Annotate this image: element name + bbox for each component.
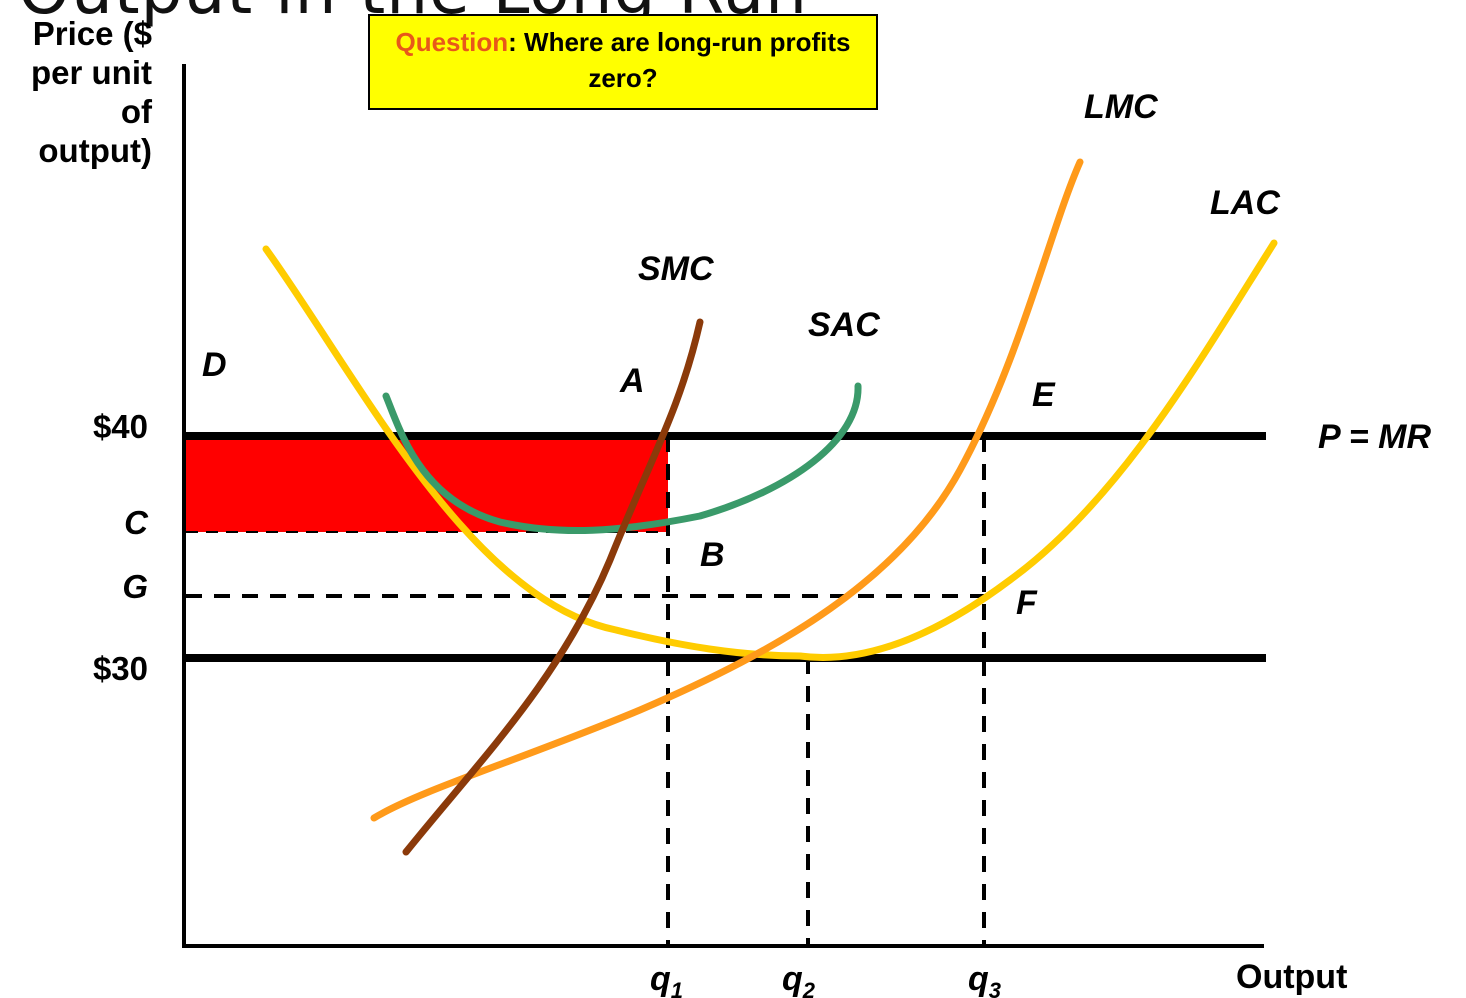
d-curve — [262, 245, 804, 660]
x-tick-q2: q2 — [782, 960, 816, 998]
y-axis-label: Price ($ per unit of output) — [31, 15, 152, 169]
label-smc: SMC — [638, 250, 714, 288]
label-lmc: LMC — [1084, 88, 1158, 126]
point-e: E — [1032, 376, 1056, 414]
x-tick-q1: q1 — [650, 960, 683, 998]
y-tick-c: C — [124, 504, 149, 541]
point-a: A — [619, 362, 645, 400]
label-sac: SAC — [808, 306, 880, 344]
y-tick-30: $30 — [93, 650, 148, 687]
question-callout: Question: Where are long-run profits zer… — [368, 14, 878, 110]
sac-curve — [382, 382, 862, 535]
lmc-curve — [370, 158, 1084, 822]
point-b: B — [700, 536, 725, 574]
question-text: : Where are long-run profits zero? — [508, 27, 851, 93]
x-axis-label: Output — [1236, 958, 1347, 996]
label-d: D — [202, 346, 227, 384]
lac-curve — [796, 239, 1278, 661]
x-tick-q3: q3 — [968, 960, 1001, 998]
label-lac: LAC — [1210, 184, 1280, 222]
point-f: F — [1016, 584, 1038, 622]
label-p-mr: P = MR — [1318, 418, 1431, 456]
y-tick-g: G — [122, 568, 148, 605]
smc-curve — [402, 318, 704, 856]
question-prefix: Question — [395, 27, 509, 57]
y-tick-40: $40 — [93, 408, 148, 445]
